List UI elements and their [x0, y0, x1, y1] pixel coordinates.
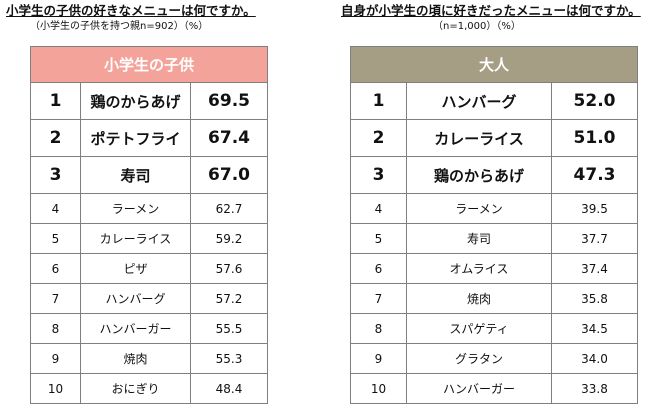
- rank-cell: 10: [350, 373, 407, 404]
- table-row: 6 ピザ 57.6: [30, 253, 269, 284]
- table-row: 10 ハンバーガー 33.8: [350, 373, 639, 404]
- table-row: 3 寿司 67.0: [30, 156, 269, 194]
- table-row: 8 ハンバーガー 55.5: [30, 313, 269, 344]
- table-row: 3 鶏のからあげ 47.3: [350, 156, 639, 194]
- table-row: 4 ラーメン 39.5: [350, 193, 639, 224]
- table-header-row: 大人: [349, 46, 639, 83]
- table-row: 9 グラタン 34.0: [350, 343, 639, 374]
- percentage-cell: 55.3: [189, 343, 269, 374]
- rank-cell: 7: [350, 283, 407, 314]
- adults-ranking-panel: 自身が小学生の頃に好きだったメニューは何ですか。 （n=1,000）（%） 大人…: [337, 0, 648, 404]
- rank-cell: 4: [30, 193, 81, 224]
- table-row: 5 カレーライス 59.2: [30, 223, 269, 254]
- percentage-cell: 47.3: [550, 156, 639, 194]
- rank-cell: 7: [30, 283, 81, 314]
- rank-cell: 1: [30, 82, 81, 120]
- percentage-cell: 57.6: [189, 253, 269, 284]
- table-row: 4 ラーメン 62.7: [30, 193, 269, 224]
- menu-item-cell: カレーライス: [80, 223, 191, 254]
- rank-cell: 1: [350, 82, 407, 120]
- children-chart-subtitle: （小学生の子供を持つ親n=902）（%）: [30, 21, 209, 32]
- percentage-cell: 67.0: [189, 156, 269, 194]
- table-row: 7 焼肉 35.8: [350, 283, 639, 314]
- percentage-cell: 37.4: [550, 253, 639, 284]
- adults-ranking-table: 大人 1 ハンバーグ 52.0 2 カレーライス 51.0 3 鶏のからあげ 47.3 4 ラーメン…: [349, 46, 639, 404]
- rank-cell: 3: [350, 156, 407, 194]
- menu-item-cell: グラタン: [406, 343, 552, 374]
- rank-cell: 5: [30, 223, 81, 254]
- table-row: 6 オムライス 37.4: [350, 253, 639, 284]
- percentage-cell: 55.5: [189, 313, 269, 344]
- menu-item-cell: 焼肉: [80, 343, 191, 374]
- menu-item-cell: 寿司: [406, 223, 552, 254]
- rank-cell: 9: [30, 343, 81, 374]
- rank-cell: 2: [30, 119, 81, 157]
- table-row: 7 ハンバーグ 57.2: [30, 283, 269, 314]
- children-table-body: 1 鶏のからあげ 69.5 2 ポテトフライ 67.4 3 寿司 67.0 4 ラーメン 62.7 5 カ…: [30, 82, 269, 404]
- adults-chart-subtitle: （n=1,000）（%）: [433, 21, 521, 32]
- percentage-cell: 57.2: [189, 283, 269, 314]
- rank-cell: 8: [30, 313, 81, 344]
- rank-cell: 3: [30, 156, 81, 194]
- menu-item-cell: 寿司: [80, 156, 191, 194]
- menu-item-cell: カレーライス: [406, 119, 552, 157]
- menu-item-cell: スパゲティ: [406, 313, 552, 344]
- percentage-cell: 34.5: [550, 313, 639, 344]
- menu-item-cell: 鶏のからあげ: [80, 82, 191, 120]
- percentage-cell: 35.8: [550, 283, 639, 314]
- table-row: 9 焼肉 55.3: [30, 343, 269, 374]
- adults-chart-title: 自身が小学生の頃に好きだったメニューは何ですか。: [341, 3, 641, 18]
- rank-cell: 5: [350, 223, 407, 254]
- table-row: 8 スパゲティ 34.5: [350, 313, 639, 344]
- percentage-cell: 52.0: [550, 82, 639, 120]
- percentage-cell: 48.4: [189, 373, 269, 404]
- menu-item-cell: ハンバーグ: [80, 283, 191, 314]
- table-row: 2 カレーライス 51.0: [350, 119, 639, 157]
- rank-cell: 4: [350, 193, 407, 224]
- rank-cell: 9: [350, 343, 407, 374]
- table-row: 2 ポテトフライ 67.4: [30, 119, 269, 157]
- menu-item-cell: ポテトフライ: [80, 119, 191, 157]
- percentage-cell: 51.0: [550, 119, 639, 157]
- percentage-cell: 34.0: [550, 343, 639, 374]
- table-row: 1 ハンバーグ 52.0: [350, 82, 639, 120]
- rank-cell: 10: [30, 373, 81, 404]
- children-ranking-panel: 小学生の子供の好きなメニューは何ですか。 （小学生の子供を持つ親n=902）（%…: [2, 0, 312, 404]
- percentage-cell: 39.5: [550, 193, 639, 224]
- percentage-cell: 33.8: [550, 373, 639, 404]
- table-row: 5 寿司 37.7: [350, 223, 639, 254]
- adults-table-header: 大人: [349, 46, 639, 83]
- percentage-cell: 37.7: [550, 223, 639, 254]
- rank-cell: 6: [30, 253, 81, 284]
- table-row: 10 おにぎり 48.4: [30, 373, 269, 404]
- percentage-cell: 62.7: [189, 193, 269, 224]
- menu-item-cell: ラーメン: [406, 193, 552, 224]
- menu-item-cell: ハンバーガー: [406, 373, 552, 404]
- children-chart-title: 小学生の子供の好きなメニューは何ですか。: [6, 3, 256, 18]
- menu-item-cell: おにぎり: [80, 373, 191, 404]
- percentage-cell: 69.5: [189, 82, 269, 120]
- rank-cell: 6: [350, 253, 407, 284]
- table-header-row: 小学生の子供: [29, 46, 269, 83]
- menu-item-cell: ハンバーグ: [406, 82, 552, 120]
- menu-item-cell: 鶏のからあげ: [406, 156, 552, 194]
- rank-cell: 2: [350, 119, 407, 157]
- menu-item-cell: ハンバーガー: [80, 313, 191, 344]
- menu-item-cell: ピザ: [80, 253, 191, 284]
- table-row: 1 鶏のからあげ 69.5: [30, 82, 269, 120]
- adults-table-body: 1 ハンバーグ 52.0 2 カレーライス 51.0 3 鶏のからあげ 47.3 4 ラーメン 39.…: [350, 82, 639, 404]
- children-ranking-table: 小学生の子供 1 鶏のからあげ 69.5 2 ポテトフライ 67.4 3 寿司 67.0 4 ラーメ…: [29, 46, 269, 404]
- menu-item-cell: オムライス: [406, 253, 552, 284]
- percentage-cell: 59.2: [189, 223, 269, 254]
- children-table-header: 小学生の子供: [29, 46, 269, 83]
- rank-cell: 8: [350, 313, 407, 344]
- menu-item-cell: 焼肉: [406, 283, 552, 314]
- menu-item-cell: ラーメン: [80, 193, 191, 224]
- percentage-cell: 67.4: [189, 119, 269, 157]
